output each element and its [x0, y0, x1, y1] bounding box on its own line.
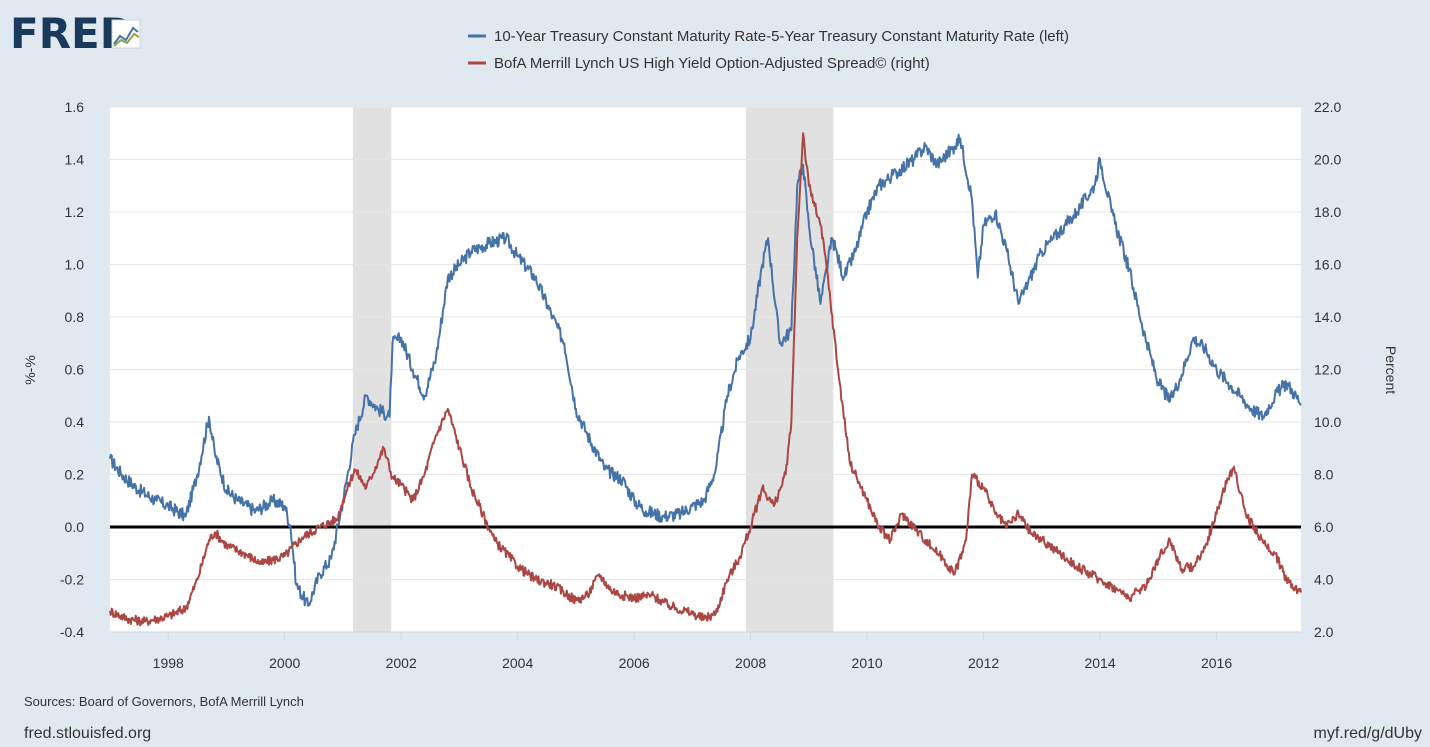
y-left-tick-label: 0.0: [65, 519, 85, 535]
y-right-tick-label: 8.0: [1314, 467, 1334, 483]
y-right-tick-label: 20.0: [1314, 152, 1341, 168]
x-tick-label: 2002: [386, 655, 417, 671]
y-right-tick-label: 22.0: [1314, 99, 1341, 115]
y-left-tick-label: 1.4: [65, 152, 85, 168]
sources-note: Sources: Board of Governors, BofA Merril…: [24, 694, 304, 709]
legend-label-right: BofA Merrill Lynch US High Yield Option-…: [494, 55, 930, 72]
y-right-tick-label: 4.0: [1314, 572, 1334, 588]
y-axis-left: -0.4 -0.2 0.0 0.2 0.4 0.6 0.8 1.0 1.2 1.4 1.6: [60, 99, 84, 640]
y-axis-left-title: %-%: [22, 355, 38, 385]
y-left-tick-label: 0.8: [65, 309, 85, 325]
y-left-tick-label: 1.0: [65, 257, 85, 273]
x-tick-label: 2010: [852, 655, 883, 671]
y-axis-right-title: Percent: [1383, 346, 1399, 394]
x-tick-label: 2006: [619, 655, 650, 671]
y-left-tick-label: 0.2: [65, 467, 85, 483]
y-left-tick-label: 0.4: [65, 414, 85, 430]
y-right-tick-label: 10.0: [1314, 414, 1341, 430]
legend-item-left[interactable]: 10-Year Treasury Constant Maturity Rate-…: [468, 28, 1069, 45]
series-line-left: [109, 133, 1302, 607]
y-left-tick-label: -0.2: [60, 572, 84, 588]
y-left-tick-label: 1.2: [65, 204, 85, 220]
x-tick-label: 2014: [1084, 655, 1115, 671]
line-chart-icon: [111, 19, 141, 49]
fred-logo[interactable]: FRED: [10, 9, 141, 58]
y-left-tick-label: 0.6: [65, 362, 85, 378]
y-right-tick-label: 6.0: [1314, 519, 1334, 535]
y-right-tick-label: 16.0: [1314, 257, 1341, 273]
x-tick-label: 2016: [1201, 655, 1232, 671]
legend-label-left: 10-Year Treasury Constant Maturity Rate-…: [494, 28, 1069, 45]
legend: 10-Year Treasury Constant Maturity Rate-…: [468, 28, 1069, 72]
y-left-tick-label: -0.4: [60, 624, 84, 640]
x-tick-label: 2008: [735, 655, 766, 671]
x-tick-label: 2012: [968, 655, 999, 671]
series-lines: [109, 132, 1302, 627]
y-right-tick-label: 14.0: [1314, 309, 1341, 325]
x-axis: 1998 2000 2002 2004 2006 2008 2010 2012 2014 2016: [110, 631, 1301, 671]
y-right-tick-label: 12.0: [1314, 362, 1341, 378]
legend-item-right[interactable]: BofA Merrill Lynch US High Yield Option-…: [468, 55, 930, 72]
y-axis-right: 2.0 4.0 6.0 8.0 10.0 12.0 14.0 16.0 18.0 20.0 22.0: [1314, 99, 1341, 640]
site-link[interactable]: fred.stlouisfed.org: [24, 725, 151, 742]
x-tick-label: 2004: [502, 655, 533, 671]
x-tick-label: 1998: [153, 655, 184, 671]
y-right-tick-label: 2.0: [1314, 624, 1334, 640]
short-link[interactable]: myf.red/g/dUby: [1314, 725, 1422, 742]
y-right-tick-label: 18.0: [1314, 204, 1341, 220]
series-line-right: [109, 132, 1302, 627]
y-left-tick-label: 1.6: [65, 99, 85, 115]
x-tick-label: 2000: [269, 655, 300, 671]
